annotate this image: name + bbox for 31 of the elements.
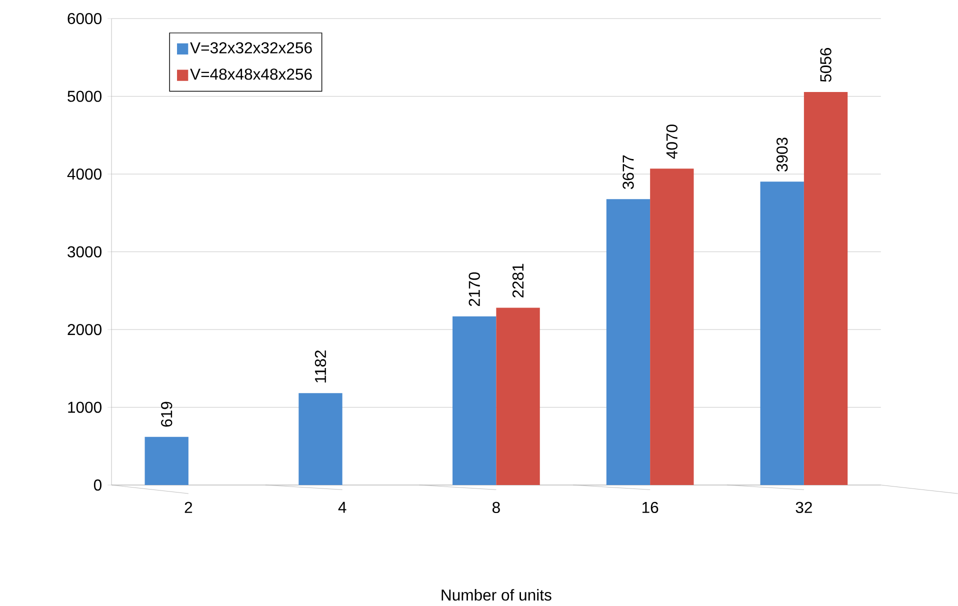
y-tick-label: 6000: [68, 13, 102, 24]
bar: [804, 92, 848, 486]
data-label: 619: [161, 402, 172, 427]
data-label: 4070: [666, 124, 678, 159]
data-label: 3903: [776, 138, 788, 172]
x-tick-label: 8: [492, 502, 500, 514]
bar: [298, 393, 342, 486]
data-label: 1182: [314, 350, 326, 383]
bar: [452, 316, 496, 486]
data-label: 2170: [468, 272, 480, 306]
bar: [760, 182, 804, 486]
bar: [650, 168, 694, 486]
bar: [496, 308, 540, 486]
legend-label: V=48x48x48x256: [190, 68, 312, 80]
y-tick-label: 2000: [68, 324, 102, 336]
legend-label: V=32x32x32x256: [190, 42, 312, 54]
data-label: 3677: [622, 155, 634, 190]
y-tick-label: 0: [94, 479, 102, 491]
y-tick-label: 3000: [68, 246, 102, 258]
x-tick-label: 4: [338, 502, 346, 513]
data-label: 2281: [512, 264, 524, 298]
x-axis-title: Number of units: [442, 589, 552, 601]
y-tick-label: 5000: [68, 90, 102, 102]
data-label: 5056: [820, 48, 832, 82]
x-tick-label: 2: [184, 502, 192, 513]
y-tick-label: 4000: [67, 168, 102, 180]
bar: [144, 436, 188, 486]
x-tick-label: 16: [642, 502, 658, 514]
x-tick-label: 32: [796, 502, 812, 514]
y-tick-label: 1000: [68, 402, 102, 413]
bar: [606, 199, 650, 486]
